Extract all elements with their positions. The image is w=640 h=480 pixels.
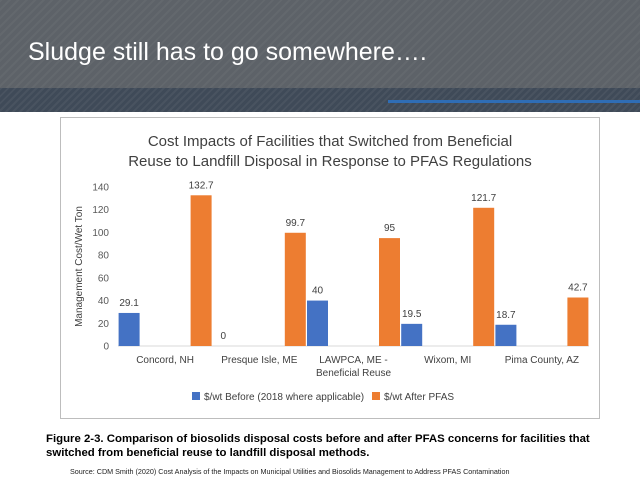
y-tick-label: 140 <box>92 183 109 194</box>
x-tick-label: LAWPCA, ME - <box>319 355 388 366</box>
y-axis-label: Management Cost/Wet Ton <box>74 206 85 327</box>
y-tick-label: 20 <box>98 319 110 330</box>
legend-label: $/wt Before (2018 where applicable) <box>204 392 364 403</box>
accent-rule <box>388 100 640 103</box>
data-label: 121.7 <box>471 193 496 204</box>
bar-after <box>567 297 589 346</box>
bar-after <box>284 232 306 346</box>
bar-before <box>307 300 328 346</box>
bar-chart: Cost Impacts of Facilities that Switched… <box>74 133 589 403</box>
chart-title-line: Reuse to Landfill Disposal in Response t… <box>128 153 532 170</box>
chart-frame: Cost Impacts of Facilities that Switched… <box>60 117 600 419</box>
data-label: 40 <box>312 286 324 297</box>
slide-title: Sludge still has to go somewhere…. <box>28 38 427 66</box>
y-tick-label: 0 <box>103 342 109 353</box>
x-tick-label: Beneficial Reuse <box>316 368 391 379</box>
data-label: 29.1 <box>119 298 139 309</box>
data-label: 42.7 <box>568 283 588 294</box>
legend-swatch-after <box>372 392 380 400</box>
x-tick-label: Pima County, AZ <box>505 355 579 366</box>
data-label: 95 <box>384 223 396 234</box>
source-citation: Source: CDM Smith (2020) Cost Analysis o… <box>70 467 510 476</box>
y-tick-label: 80 <box>98 251 110 262</box>
data-label: 0 <box>221 331 227 342</box>
x-tick-label: Concord, NH <box>136 355 194 366</box>
data-label: 19.5 <box>402 309 422 320</box>
y-tick-label: 120 <box>92 205 109 216</box>
data-label: 132.7 <box>189 180 214 191</box>
bar-after <box>190 195 212 346</box>
x-tick-label: Presque Isle, ME <box>221 355 297 366</box>
legend-label: $/wt After PFAS <box>384 392 454 403</box>
slide-header: Sludge still has to go somewhere…. <box>0 0 640 112</box>
data-label: 99.7 <box>286 218 306 229</box>
data-label: 18.7 <box>496 310 516 321</box>
figure-caption: Figure 2-3. Comparison of biosolids disp… <box>46 433 590 459</box>
chart-title-line: Cost Impacts of Facilities that Switched… <box>148 133 512 150</box>
bar-before <box>401 323 423 346</box>
bar-after <box>379 238 400 346</box>
y-tick-label: 60 <box>98 273 110 284</box>
y-tick-label: 100 <box>92 228 109 239</box>
x-tick-label: Wixom, MI <box>424 355 471 366</box>
y-tick-label: 40 <box>98 296 110 307</box>
bar-after <box>473 207 495 346</box>
legend-swatch-before <box>192 392 200 400</box>
bar-before <box>495 324 517 346</box>
bar-before <box>118 312 140 346</box>
